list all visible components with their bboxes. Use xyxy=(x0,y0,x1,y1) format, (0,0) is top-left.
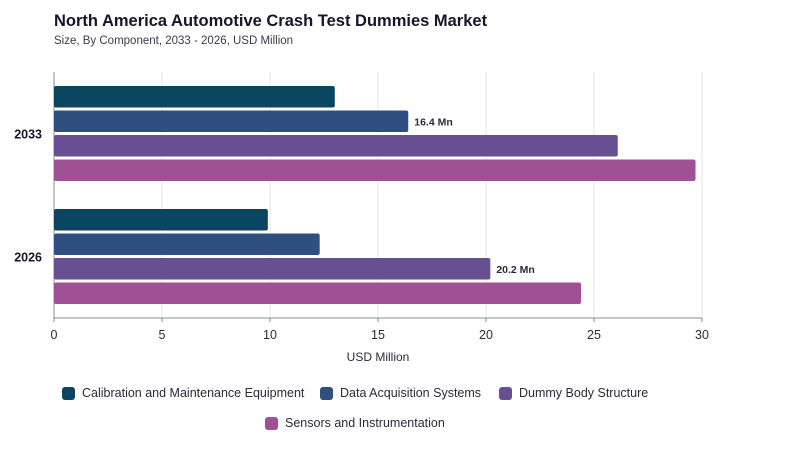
legend-item[interactable]: Data Acquisition Systems xyxy=(320,386,481,400)
y-tick-label: 2026 xyxy=(14,251,42,265)
bar xyxy=(54,282,582,304)
legend-swatch xyxy=(62,386,75,400)
chart-subtitle: Size, By Component, 2033 - 2026, USD Mil… xyxy=(54,35,294,47)
legend-swatch xyxy=(320,386,333,400)
chart-title: North America Automotive Crash Test Dumm… xyxy=(54,12,488,30)
bar xyxy=(54,209,268,231)
x-tick-label: 20 xyxy=(479,328,493,342)
y-tick-label: 2033 xyxy=(14,128,42,142)
bar xyxy=(54,233,320,255)
x-tick-label: 15 xyxy=(371,328,385,342)
legend-label: Data Acquisition Systems xyxy=(340,386,482,400)
x-tick-label: 30 xyxy=(695,328,709,342)
x-tick-label: 25 xyxy=(587,328,601,342)
legend-item[interactable]: Sensors and Instrumentation xyxy=(265,416,445,430)
data-label: 16.4 Mn xyxy=(414,116,453,128)
legend-label: Dummy Body Structure xyxy=(519,386,649,400)
data-label: 20.2 Mn xyxy=(496,264,535,276)
x-tick-label: 0 xyxy=(51,328,58,342)
bar xyxy=(54,135,618,157)
x-axis-label: USD Million xyxy=(347,350,410,364)
x-tick-label: 10 xyxy=(263,328,277,342)
legend-label: Sensors and Instrumentation xyxy=(285,416,445,430)
x-tick-label: 5 xyxy=(159,328,166,342)
legend-swatch xyxy=(265,416,278,430)
bar xyxy=(54,258,491,280)
legend-label: Calibration and Maintenance Equipment xyxy=(82,386,305,400)
legend-item[interactable]: Calibration and Maintenance Equipment xyxy=(62,386,304,400)
legend-item[interactable]: Dummy Body Structure xyxy=(499,386,648,400)
legend-swatch xyxy=(499,386,512,400)
bar xyxy=(54,110,409,132)
bar xyxy=(54,86,335,108)
bar xyxy=(54,159,696,181)
